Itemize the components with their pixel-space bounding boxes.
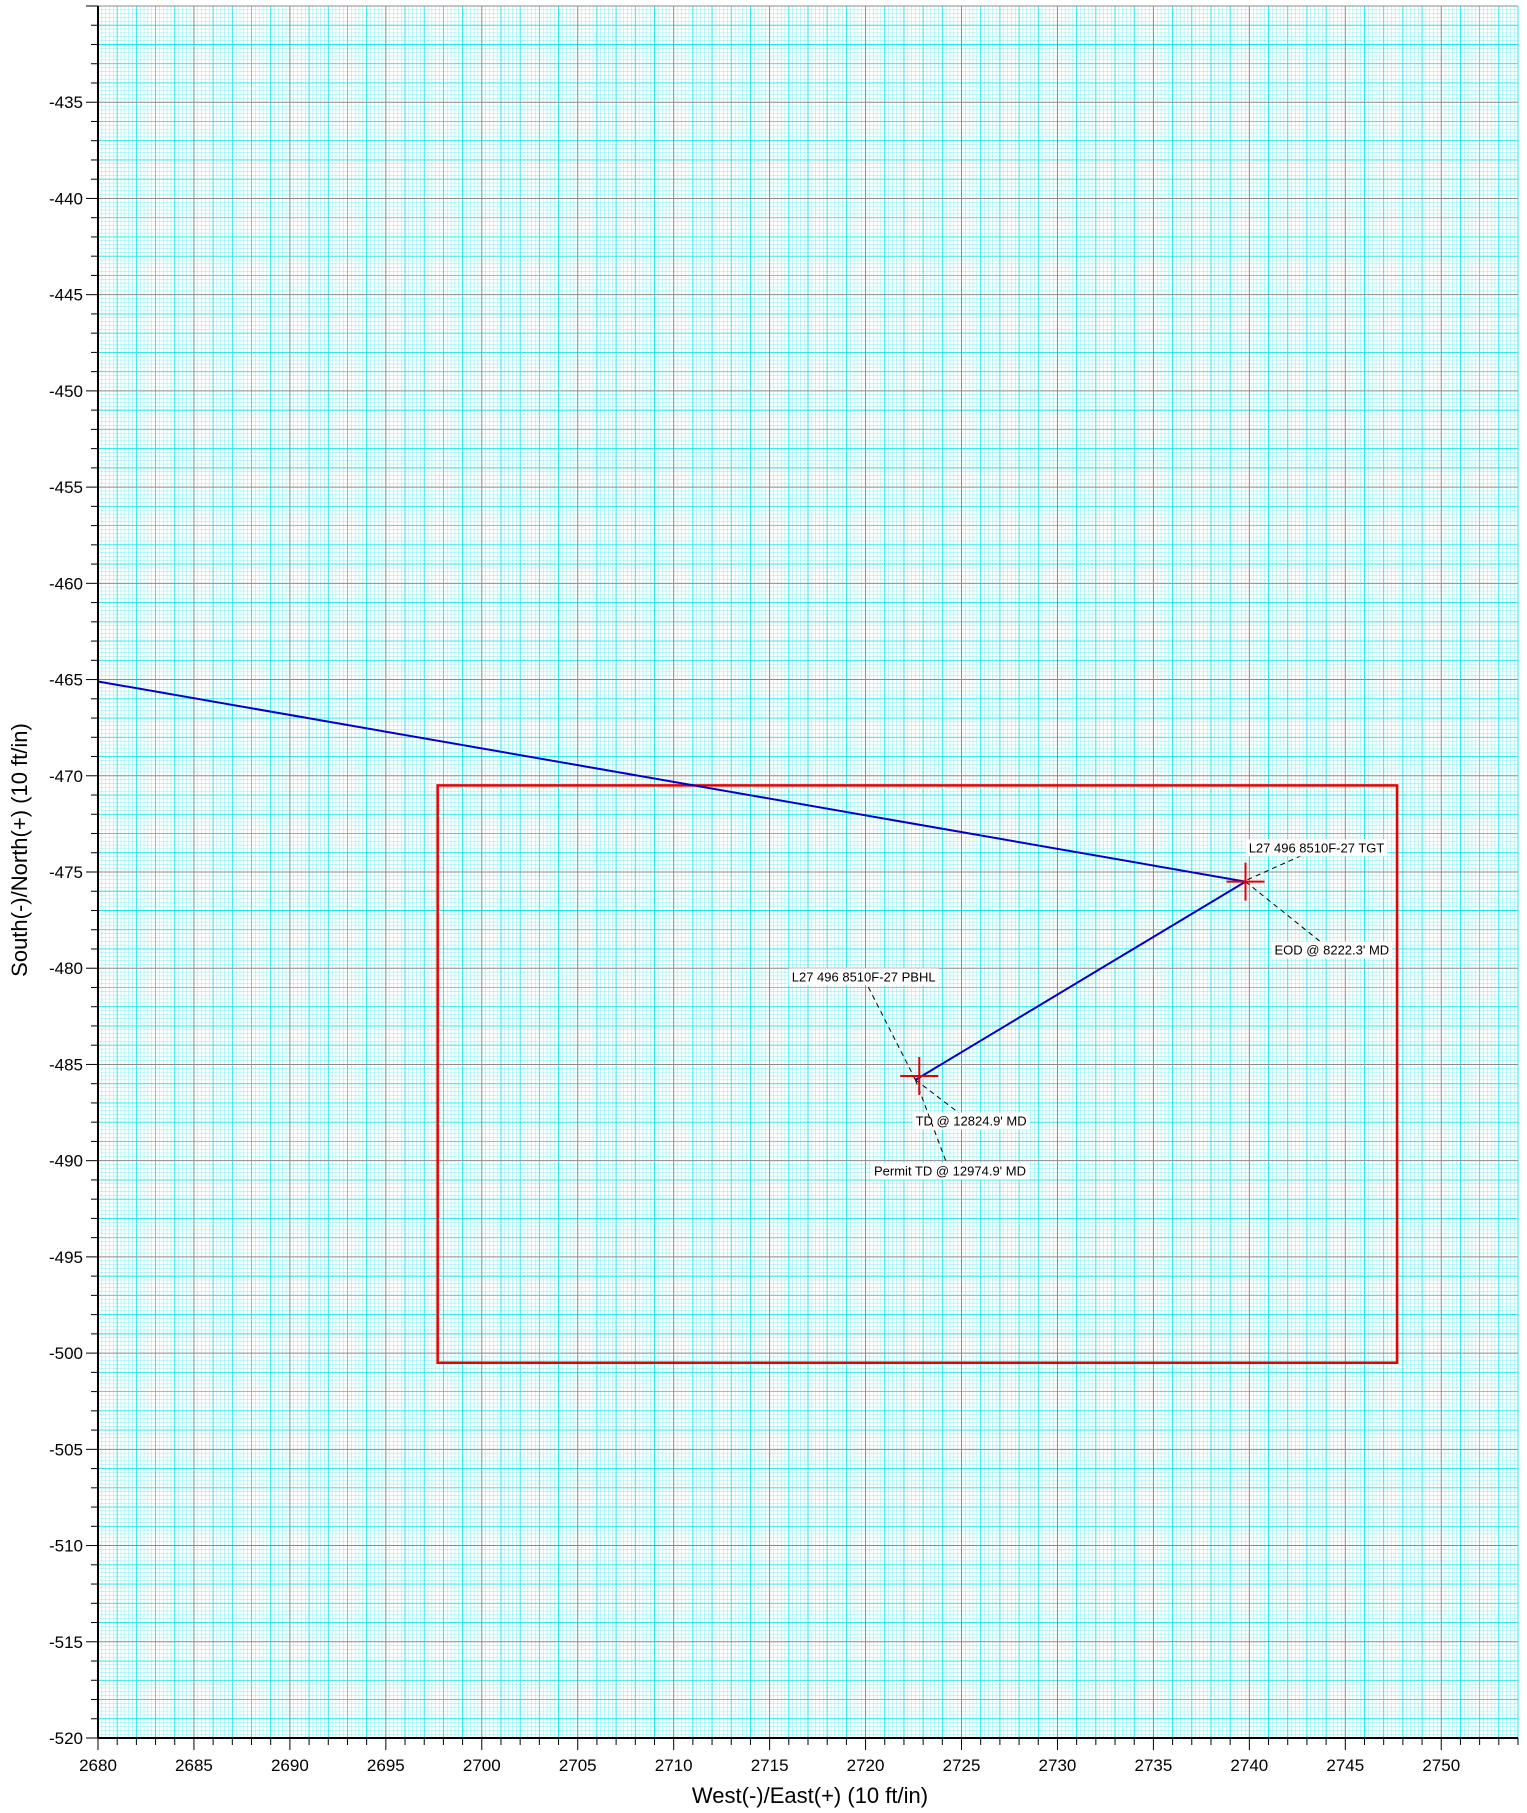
x-tick-label: 2730 — [1039, 1756, 1077, 1775]
x-tick-label: 2720 — [847, 1756, 885, 1775]
annotation-label-background — [912, 1112, 1030, 1130]
annotation-label: L27 496 8510F-27 TGT — [1249, 840, 1385, 855]
x-tick-label: 2750 — [1422, 1756, 1460, 1775]
annotation-leader — [914, 1079, 951, 1173]
y-tick-label: -465 — [49, 671, 83, 690]
y-tick-label: -450 — [49, 382, 83, 401]
lease-boundary — [436, 784, 1399, 1364]
x-tick-label: 2710 — [655, 1756, 693, 1775]
target-crosshair — [1226, 862, 1265, 901]
annotation-label-background — [1245, 839, 1388, 857]
annotation-label: EOD @ 8222.3' MD — [1275, 942, 1390, 957]
x-tick-label: 2705 — [559, 1756, 597, 1775]
annotation-label-background — [1271, 941, 1393, 959]
x-tick-label: 2715 — [751, 1756, 789, 1775]
annotation-leader — [1245, 881, 1333, 952]
y-tick-label: -455 — [49, 478, 83, 497]
annotation-label: Permit TD @ 12974.9' MD — [874, 1164, 1026, 1179]
annotation-label: L27 496 8510F-27 PBHL — [792, 969, 936, 984]
y-tick-label: -500 — [49, 1344, 83, 1363]
x-tick-label: 2695 — [367, 1756, 405, 1775]
y-tick-label: -470 — [49, 767, 83, 786]
x-tick-label: 2725 — [943, 1756, 981, 1775]
x-tick-label: 2740 — [1230, 1756, 1268, 1775]
y-tick-label: -485 — [49, 1055, 83, 1074]
plot-area: L27 496 8510F-27 TGT EOD @ 8222.3' MD L27 … — [97, 5, 1519, 1739]
annotation-leader — [863, 977, 916, 1081]
annotation-layer: L27 496 8510F-27 TGT EOD @ 8222.3' MD L27 … — [788, 839, 1393, 1180]
annotation-label: TD @ 12824.9' MD — [916, 1114, 1027, 1129]
y-tick-label: -435 — [49, 93, 83, 112]
y-tick-label: -495 — [49, 1248, 83, 1267]
y-tick-label: -510 — [49, 1537, 83, 1556]
boundary-layer — [436, 784, 1399, 1364]
y-tick-label: -445 — [49, 286, 83, 305]
y-tick-label: -440 — [49, 189, 83, 208]
y-tick-label: -480 — [49, 959, 83, 978]
target-layer — [900, 862, 1265, 1095]
major-grid — [97, 5, 1518, 1739]
y-tick-label: -520 — [49, 1729, 83, 1748]
x-axis-title: West(-)/East(+) (10 ft/in) — [692, 1783, 928, 1808]
x-tick-label: 2745 — [1326, 1756, 1364, 1775]
y-tick-label: -460 — [49, 574, 83, 593]
axes-layer: 2680 2685 2690 2695 2700 2705 2710 2715 2720 2725… — [49, 5, 1519, 1775]
x-tick-label: 2735 — [1134, 1756, 1172, 1775]
target-crosshair — [900, 1056, 939, 1095]
annotation-label-background — [871, 1162, 1029, 1180]
y-tick-label: -505 — [49, 1440, 83, 1459]
y-axis-title: South(-)/North(+) (10 ft/in) — [7, 723, 32, 977]
annotation-label-background — [788, 968, 939, 986]
y-tick-label: -490 — [49, 1152, 83, 1171]
x-tick-label: 2685 — [175, 1756, 213, 1775]
y-tick-label: -515 — [49, 1633, 83, 1652]
x-tick-label: 2690 — [271, 1756, 309, 1775]
y-tick-label: -475 — [49, 863, 83, 882]
x-tick-label: 2700 — [463, 1756, 501, 1775]
x-tick-label: 2680 — [79, 1756, 117, 1775]
